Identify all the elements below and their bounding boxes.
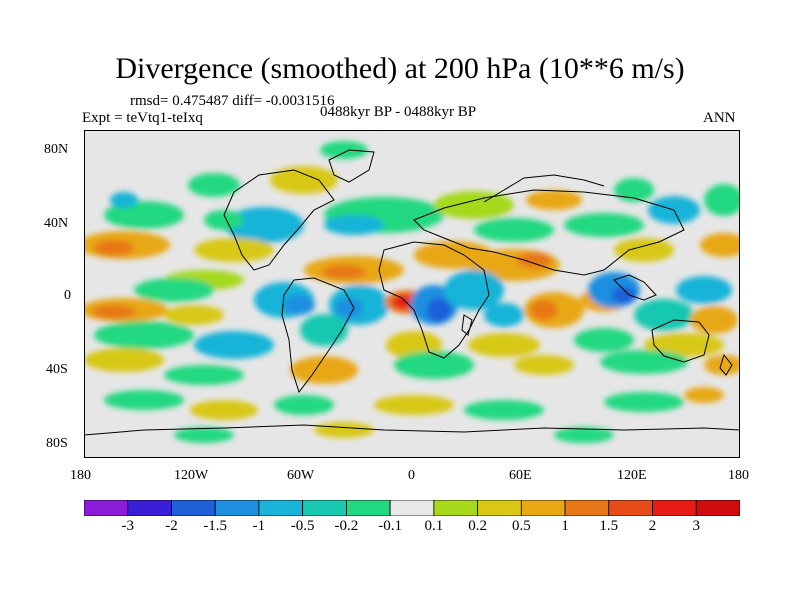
colorbar-swatch <box>84 500 129 516</box>
colorbar-swatch <box>608 500 653 516</box>
colorbar-label: -0.1 <box>378 518 402 534</box>
colorbar-label: 0.5 <box>511 518 531 534</box>
colorbar-label: 2 <box>648 518 657 534</box>
coastlines <box>84 149 740 436</box>
colorbar-swatch <box>520 500 566 516</box>
colorbar-swatch <box>258 500 304 516</box>
colorbar-label: -3 <box>121 518 134 534</box>
lat-tick-label: 80N <box>44 142 69 157</box>
lon-tick-label: 60E <box>509 468 532 483</box>
colorbar-swatch <box>477 500 522 516</box>
colorbar-label: -1 <box>252 518 266 534</box>
colorbar-label: -0.5 <box>290 518 315 534</box>
colorbar-label: -1.5 <box>203 518 228 534</box>
colorbar-label: -2 <box>165 518 178 534</box>
lon-tick-label: 180 <box>728 468 749 483</box>
lat-tick-label: 80S <box>46 436 68 451</box>
season-label: ANN <box>703 110 736 126</box>
plot-title: Divergence (smoothed) at 200 hPa (10**6 … <box>115 52 685 85</box>
colorbar-label: 0.2 <box>468 518 487 534</box>
colorbar-swatch <box>652 500 697 516</box>
colorbar-swatch <box>564 500 610 516</box>
colorbar-swatch <box>171 500 216 516</box>
lon-tick-label: 120W <box>174 468 209 483</box>
colorbar-swatch <box>302 500 347 516</box>
divergence-map <box>84 130 740 458</box>
colorbar-label: 1.5 <box>599 518 619 534</box>
colorbar-swatch <box>433 500 478 516</box>
colorbar <box>84 500 740 516</box>
colorbar-label: -0.2 <box>334 518 359 534</box>
lon-tick-label: 180 <box>70 468 91 483</box>
lat-tick-label: 40N <box>44 216 69 231</box>
lat-tick-label: 0 <box>64 288 71 303</box>
lat-tick-label: 40S <box>46 362 68 377</box>
experiment-label: Expt = teVtq1-teIxq <box>82 110 203 126</box>
map-frame <box>84 130 740 458</box>
period-label: 0488kyr BP - 0488kyr BP <box>320 104 477 120</box>
colorbar-label: 1 <box>561 518 569 534</box>
lon-tick-label: 0 <box>408 468 415 483</box>
colorbar-swatch <box>389 500 435 516</box>
stats-label: rmsd= 0.475487 diff= -0.0031516 <box>130 93 335 109</box>
colorbar-label: 0.1 <box>424 518 444 534</box>
colorbar-label: 3 <box>692 518 701 534</box>
colorbar-swatch <box>127 500 172 516</box>
divergence-field <box>84 141 740 443</box>
lon-tick-label: 60W <box>287 468 315 483</box>
lon-tick-label: 120E <box>617 468 647 483</box>
colorbar-swatch <box>345 500 391 516</box>
colorbar-swatch <box>214 500 260 516</box>
colorbar-swatch <box>695 500 740 516</box>
